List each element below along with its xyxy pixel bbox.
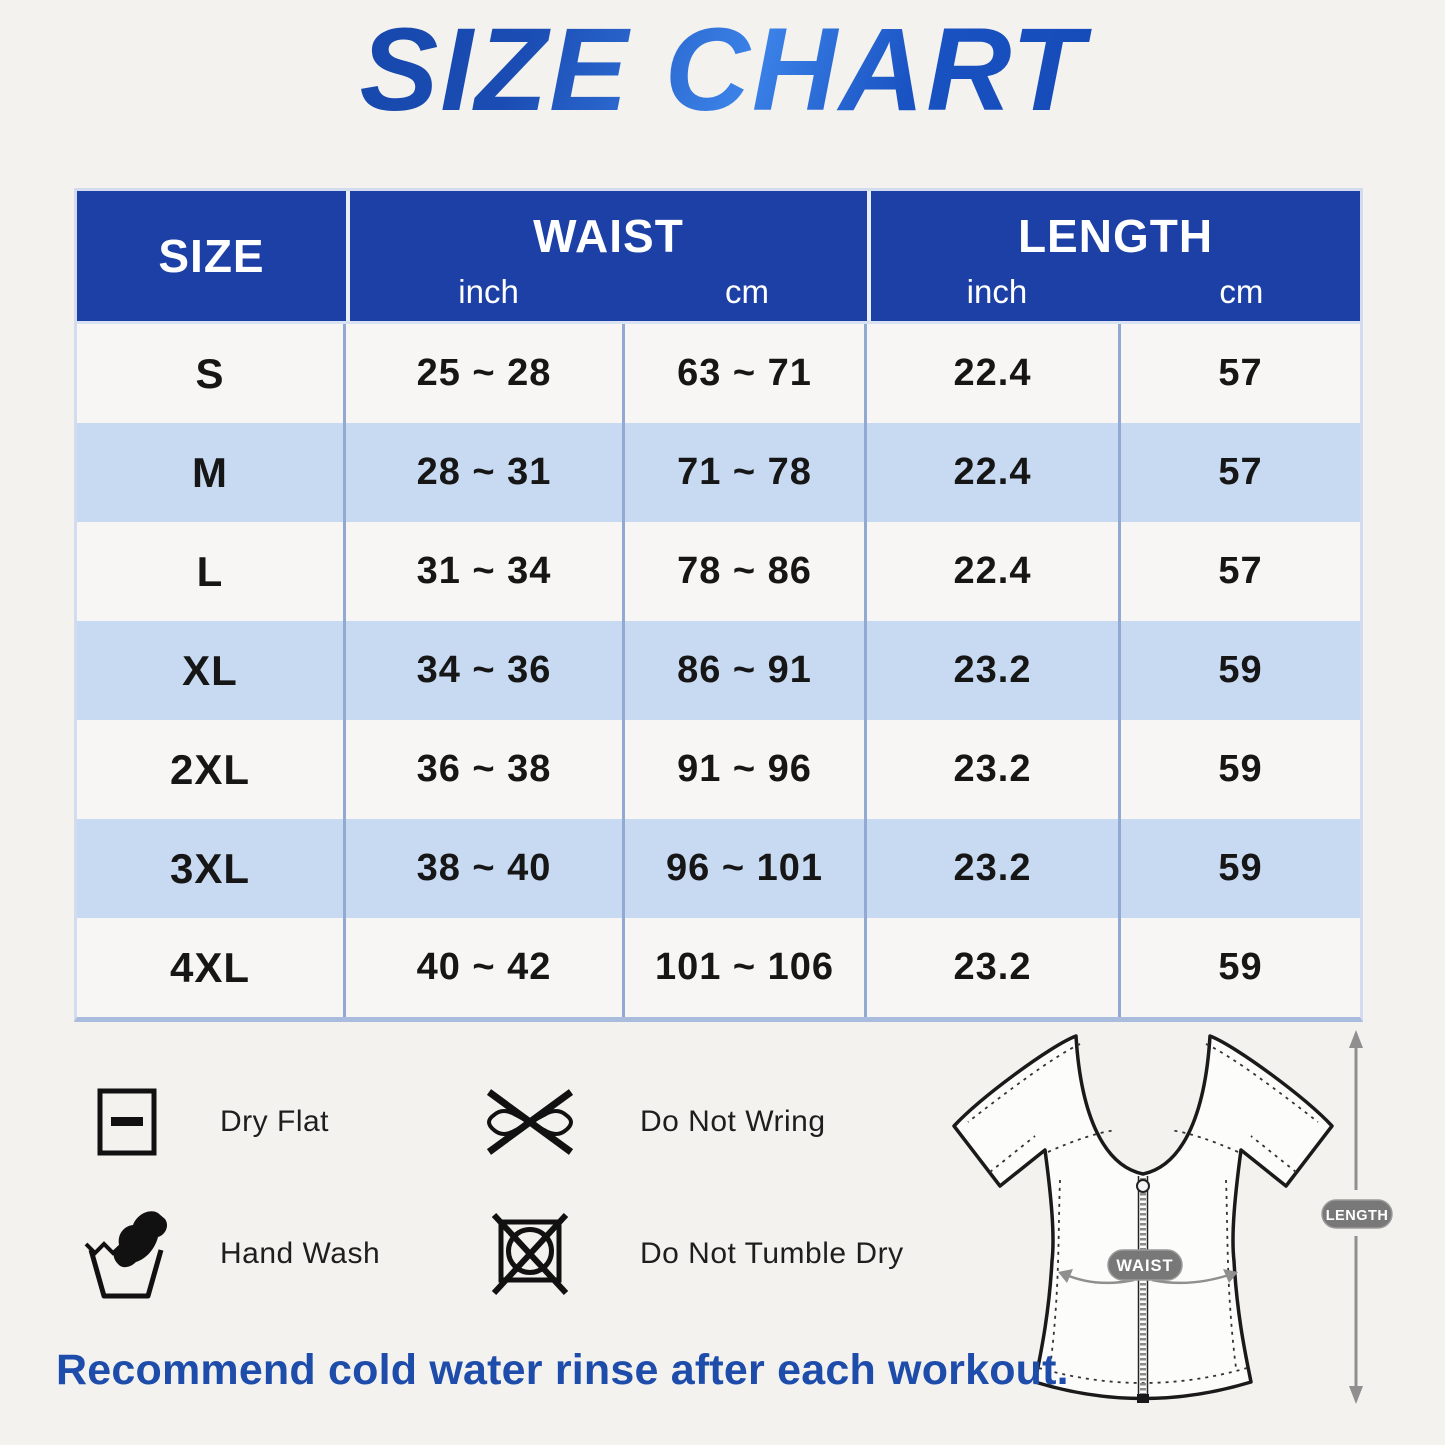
care-item: Hand Wash xyxy=(62,1208,447,1300)
waist-cm-cell: 86 ~ 91 xyxy=(625,621,867,720)
table-header-row: SIZE WAIST inch cm LENGTH inch cm xyxy=(77,191,1360,324)
care-item: Do Not Tumble Dry xyxy=(447,1212,942,1296)
size-cell: S xyxy=(77,324,346,423)
table-row: XL 34 ~ 36 86 ~ 91 23.2 59 xyxy=(77,621,1360,720)
length-inch-cell: 23.2 xyxy=(867,819,1121,918)
size-cell: M xyxy=(77,423,346,522)
seam-lines xyxy=(967,1043,1319,1384)
size-cell: XL xyxy=(77,621,346,720)
unit-label-length-cm: cm xyxy=(1219,273,1264,310)
table-row: 3XL 38 ~ 40 96 ~ 101 23.2 59 xyxy=(77,819,1360,918)
waist-cm-cell: 91 ~ 96 xyxy=(625,720,867,819)
care-label: Do Not Wring xyxy=(640,1105,826,1138)
table-row: L 31 ~ 34 78 ~ 86 22.4 57 xyxy=(77,522,1360,621)
size-table: SIZE WAIST inch cm LENGTH inch cm S 25 ~… xyxy=(74,188,1363,1022)
size-cell: 2XL xyxy=(77,720,346,819)
footer-note: Recommend cold water rinse after each wo… xyxy=(56,1346,1069,1394)
length-arrowhead-bottom xyxy=(1349,1386,1363,1404)
waist-pill xyxy=(1107,1249,1183,1281)
length-cm-cell: 57 xyxy=(1218,352,1263,394)
unit-label-length-inch: inch xyxy=(966,273,1028,310)
do-not-tumble-dry-icon xyxy=(447,1212,612,1296)
unit-label-waist-cm: cm xyxy=(725,273,770,310)
waist-cm-cell: 63 ~ 71 xyxy=(625,324,867,423)
unit-label-waist-inch: inch xyxy=(458,273,519,310)
table-row: 4XL 40 ~ 42 101 ~ 106 23.2 59 xyxy=(77,918,1360,1017)
waist-inch-cell: 31 ~ 34 xyxy=(346,522,625,621)
length-inch-cell: 23.2 xyxy=(867,918,1121,1017)
waist-arrowhead-right xyxy=(1223,1269,1238,1283)
do-not-wring-icon xyxy=(447,1084,612,1160)
col-header-length-group: LENGTH inch cm xyxy=(867,191,1360,321)
length-inch-cell: 23.2 xyxy=(867,720,1121,819)
waist-cm-cell: 71 ~ 78 xyxy=(625,423,867,522)
length-inch-cell: 23.2 xyxy=(867,621,1121,720)
care-instructions: Dry Flat Do Not Wring Hand Wash xyxy=(62,1056,942,1320)
waist-inch-cell: 38 ~ 40 xyxy=(346,819,625,918)
col-header-waist-group: WAIST inch cm xyxy=(346,191,867,321)
length-cm-cell: 57 xyxy=(1218,451,1263,493)
care-item: Do Not Wring xyxy=(447,1084,942,1160)
length-pill xyxy=(1321,1199,1393,1229)
waist-inch-cell: 40 ~ 42 xyxy=(346,918,625,1017)
garment-diagram: WAIST LENGTH xyxy=(952,1030,1393,1404)
waist-cm-cell: 96 ~ 101 xyxy=(625,819,867,918)
length-inch-cell: 22.4 xyxy=(867,423,1121,522)
length-cm-cell: 59 xyxy=(1218,649,1263,691)
waist-pill-label: WAIST xyxy=(1116,1257,1173,1275)
col-header-size: SIZE xyxy=(158,230,265,282)
length-pill-label: LENGTH xyxy=(1326,1208,1389,1224)
waist-arrowhead-left xyxy=(1058,1269,1073,1283)
table-row: S 25 ~ 28 63 ~ 71 22.4 57 xyxy=(77,324,1360,423)
length-cm-cell: 59 xyxy=(1218,748,1263,790)
waist-inch-cell: 34 ~ 36 xyxy=(346,621,625,720)
length-arrowhead-top xyxy=(1349,1030,1363,1048)
waist-cm-cell: 101 ~ 106 xyxy=(625,918,867,1017)
col-header-waist: WAIST xyxy=(533,210,684,262)
zipper xyxy=(1136,1176,1150,1403)
length-inch-cell: 22.4 xyxy=(867,522,1121,621)
size-cell: 3XL xyxy=(77,819,346,918)
length-cm-cell: 59 xyxy=(1218,946,1263,988)
length-cm-cell: 57 xyxy=(1218,550,1263,592)
waist-inch-cell: 28 ~ 31 xyxy=(346,423,625,522)
table-row: 2XL 36 ~ 38 91 ~ 96 23.2 59 xyxy=(77,720,1360,819)
col-header-length: LENGTH xyxy=(1017,210,1214,262)
care-label: Do Not Tumble Dry xyxy=(640,1237,904,1270)
garment-outline xyxy=(952,1034,1334,1401)
size-cell: 4XL xyxy=(77,918,346,1017)
length-inch-cell: 22.4 xyxy=(867,324,1121,423)
length-cm-cell: 59 xyxy=(1218,847,1263,889)
care-item: Dry Flat xyxy=(62,1087,447,1157)
waist-cm-cell: 78 ~ 86 xyxy=(625,522,867,621)
care-label: Hand Wash xyxy=(220,1237,381,1270)
table-row: M 28 ~ 31 71 ~ 78 22.4 57 xyxy=(77,423,1360,522)
dry-flat-icon xyxy=(62,1087,192,1157)
waist-arrows xyxy=(1063,1272,1233,1285)
hand-wash-icon xyxy=(62,1208,192,1300)
size-cell: L xyxy=(77,522,346,621)
page-title: SIZE CHART xyxy=(0,2,1445,138)
waist-inch-cell: 25 ~ 28 xyxy=(346,324,625,423)
waist-inch-cell: 36 ~ 38 xyxy=(346,720,625,819)
care-label: Dry Flat xyxy=(220,1105,329,1138)
